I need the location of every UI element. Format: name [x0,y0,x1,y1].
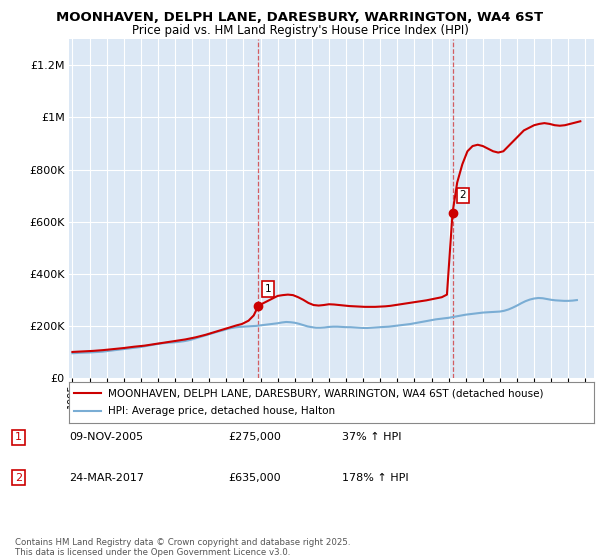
Text: Contains HM Land Registry data © Crown copyright and database right 2025.
This d: Contains HM Land Registry data © Crown c… [15,538,350,557]
Text: £275,000: £275,000 [228,432,281,442]
Text: 178% ↑ HPI: 178% ↑ HPI [342,473,409,483]
Text: 2: 2 [460,190,466,200]
Text: £635,000: £635,000 [228,473,281,483]
Text: HPI: Average price, detached house, Halton: HPI: Average price, detached house, Halt… [109,407,335,416]
Text: 1: 1 [265,284,272,294]
Text: 24-MAR-2017: 24-MAR-2017 [69,473,144,483]
Text: MOONHAVEN, DELPH LANE, DARESBURY, WARRINGTON, WA4 6ST (detached house): MOONHAVEN, DELPH LANE, DARESBURY, WARRIN… [109,389,544,398]
Text: 37% ↑ HPI: 37% ↑ HPI [342,432,401,442]
Text: 09-NOV-2005: 09-NOV-2005 [69,432,143,442]
Text: 2: 2 [15,473,22,483]
Text: MOONHAVEN, DELPH LANE, DARESBURY, WARRINGTON, WA4 6ST: MOONHAVEN, DELPH LANE, DARESBURY, WARRIN… [56,11,544,24]
Text: Price paid vs. HM Land Registry's House Price Index (HPI): Price paid vs. HM Land Registry's House … [131,24,469,36]
Text: 1: 1 [15,432,22,442]
